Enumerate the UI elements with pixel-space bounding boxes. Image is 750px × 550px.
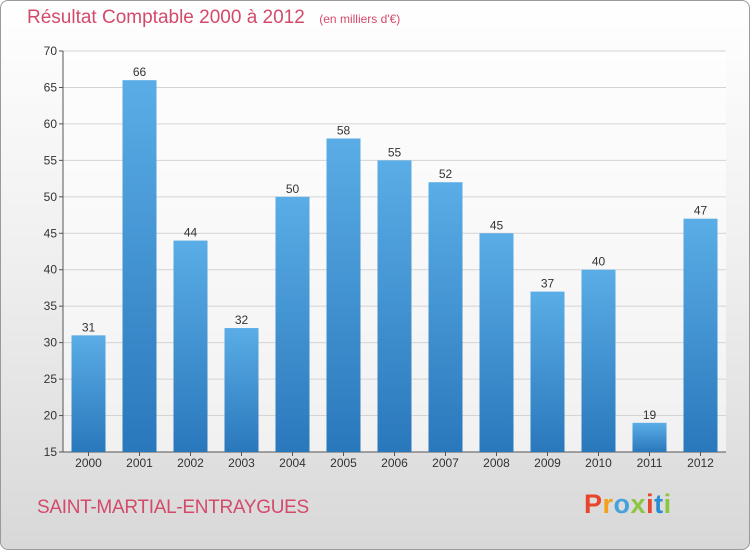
bar bbox=[71, 335, 106, 452]
y-tick-label: 30 bbox=[44, 336, 58, 350]
logo-letter: r bbox=[602, 489, 614, 519]
data-label: 52 bbox=[439, 167, 453, 181]
logo-letter: x bbox=[630, 489, 647, 519]
proxiti-logo: Proxiti bbox=[584, 489, 672, 520]
bar bbox=[632, 422, 667, 452]
data-label: 32 bbox=[235, 313, 249, 327]
x-tick-label: 2004 bbox=[279, 456, 306, 470]
logo-letter: i bbox=[646, 489, 655, 519]
title-unit: (en milliers d'€) bbox=[319, 12, 401, 26]
bar bbox=[581, 269, 616, 452]
y-tick-label: 70 bbox=[44, 44, 58, 58]
bar bbox=[377, 160, 412, 452]
x-tick-label: 2007 bbox=[432, 456, 459, 470]
y-tick-label: 25 bbox=[44, 372, 58, 386]
x-tick-label: 2012 bbox=[687, 456, 714, 470]
data-label: 47 bbox=[694, 204, 708, 218]
bar bbox=[479, 233, 514, 452]
data-label: 50 bbox=[286, 182, 300, 196]
x-tick-label: 2001 bbox=[126, 456, 153, 470]
bar bbox=[275, 196, 310, 452]
y-tick-label: 20 bbox=[44, 409, 58, 423]
x-tick-label: 2006 bbox=[381, 456, 408, 470]
bar bbox=[326, 138, 361, 452]
data-label: 45 bbox=[490, 218, 504, 232]
bar bbox=[173, 240, 208, 452]
logo-letter: i bbox=[663, 489, 672, 519]
x-tick-label: 2011 bbox=[637, 456, 663, 470]
logo-letter: o bbox=[613, 489, 631, 519]
data-label: 66 bbox=[133, 65, 147, 79]
y-tick-label: 40 bbox=[44, 263, 58, 277]
y-tick-label: 55 bbox=[44, 153, 58, 167]
x-tick-label: 2002 bbox=[177, 456, 204, 470]
data-label: 58 bbox=[337, 123, 351, 137]
logo-letter: t bbox=[654, 489, 664, 519]
x-tick-label: 2000 bbox=[75, 456, 102, 470]
y-tick-label: 50 bbox=[44, 190, 58, 204]
bar bbox=[428, 182, 463, 452]
x-tick-label: 2009 bbox=[534, 456, 561, 470]
y-tick-label: 35 bbox=[44, 299, 58, 313]
data-label: 19 bbox=[643, 408, 657, 422]
y-tick-label: 60 bbox=[44, 117, 58, 131]
bar bbox=[122, 80, 157, 452]
x-tick-label: 2003 bbox=[228, 456, 255, 470]
x-tick-label: 2010 bbox=[585, 456, 612, 470]
data-label: 40 bbox=[592, 255, 606, 269]
x-tick-label: 2005 bbox=[330, 456, 357, 470]
logo-letter: P bbox=[584, 489, 603, 519]
bar bbox=[683, 218, 718, 452]
y-tick-label: 15 bbox=[44, 445, 58, 459]
chart-title: Résultat Comptable 2000 à 2012 (en milli… bbox=[27, 7, 400, 29]
bar bbox=[530, 291, 565, 452]
y-tick-label: 65 bbox=[44, 80, 58, 94]
data-label: 44 bbox=[184, 226, 198, 240]
commune-name: SAINT-MARTIAL-ENTRAYGUES bbox=[37, 497, 309, 518]
x-tick-label: 2008 bbox=[483, 456, 510, 470]
bar bbox=[224, 328, 259, 452]
data-label: 31 bbox=[82, 320, 96, 334]
data-label: 55 bbox=[388, 145, 402, 159]
title-main: Résultat Comptable 2000 à 2012 bbox=[27, 7, 305, 28]
y-tick-label: 45 bbox=[44, 226, 58, 240]
data-label: 37 bbox=[541, 277, 555, 291]
